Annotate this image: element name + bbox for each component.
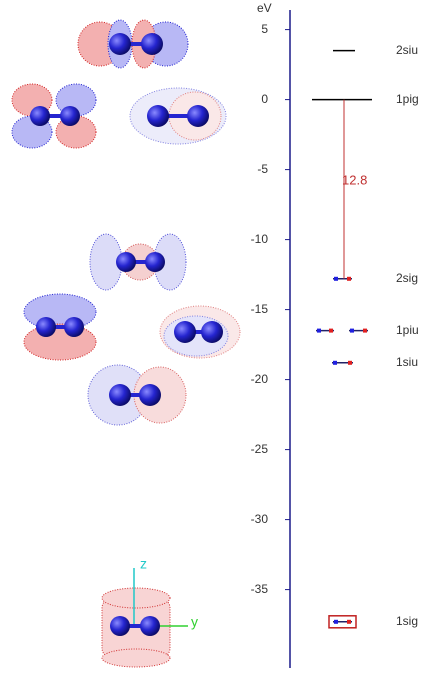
level-label: 1siu [396,355,418,369]
electron [348,360,352,365]
level-label: 2sig [396,271,418,285]
tick-label: -10 [251,232,269,246]
tick-label: -20 [251,372,269,386]
orbital-1siu [87,364,187,426]
orbital-2siu [77,19,189,69]
tick-label: -15 [251,302,269,316]
electron [347,619,351,624]
electron [334,276,338,281]
level-label: 1pig [396,92,419,106]
orbital-1pig-b [129,87,227,145]
orbital-1sig: z y [101,556,198,668]
level-label: 1piu [396,323,419,337]
orbital-1piu-b [159,305,241,359]
level-label: 2siu [396,43,418,57]
electron [350,328,354,333]
tick-label: -35 [251,582,269,596]
electron [329,328,333,333]
electron [347,276,351,281]
y-axis-label: y [191,614,198,630]
orbital-2sig [89,233,187,291]
tick-label: 5 [261,22,268,36]
orbital-images: z y [11,19,241,668]
gap-label: 12.8 [342,173,367,188]
tick-label: -30 [251,512,269,526]
tick-label: 0 [261,92,268,106]
z-axis-label: z [140,556,147,572]
electron [333,360,337,365]
electron [317,328,321,333]
level-box [328,615,357,629]
electron [334,619,338,624]
level-label: 1sig [396,614,418,628]
tick-label: -5 [257,162,268,176]
orbital-1piu [23,293,97,361]
electron [363,328,367,333]
tick-label: -25 [251,442,269,456]
orbital-1pig [11,83,97,149]
axis-label: eV [257,1,272,15]
